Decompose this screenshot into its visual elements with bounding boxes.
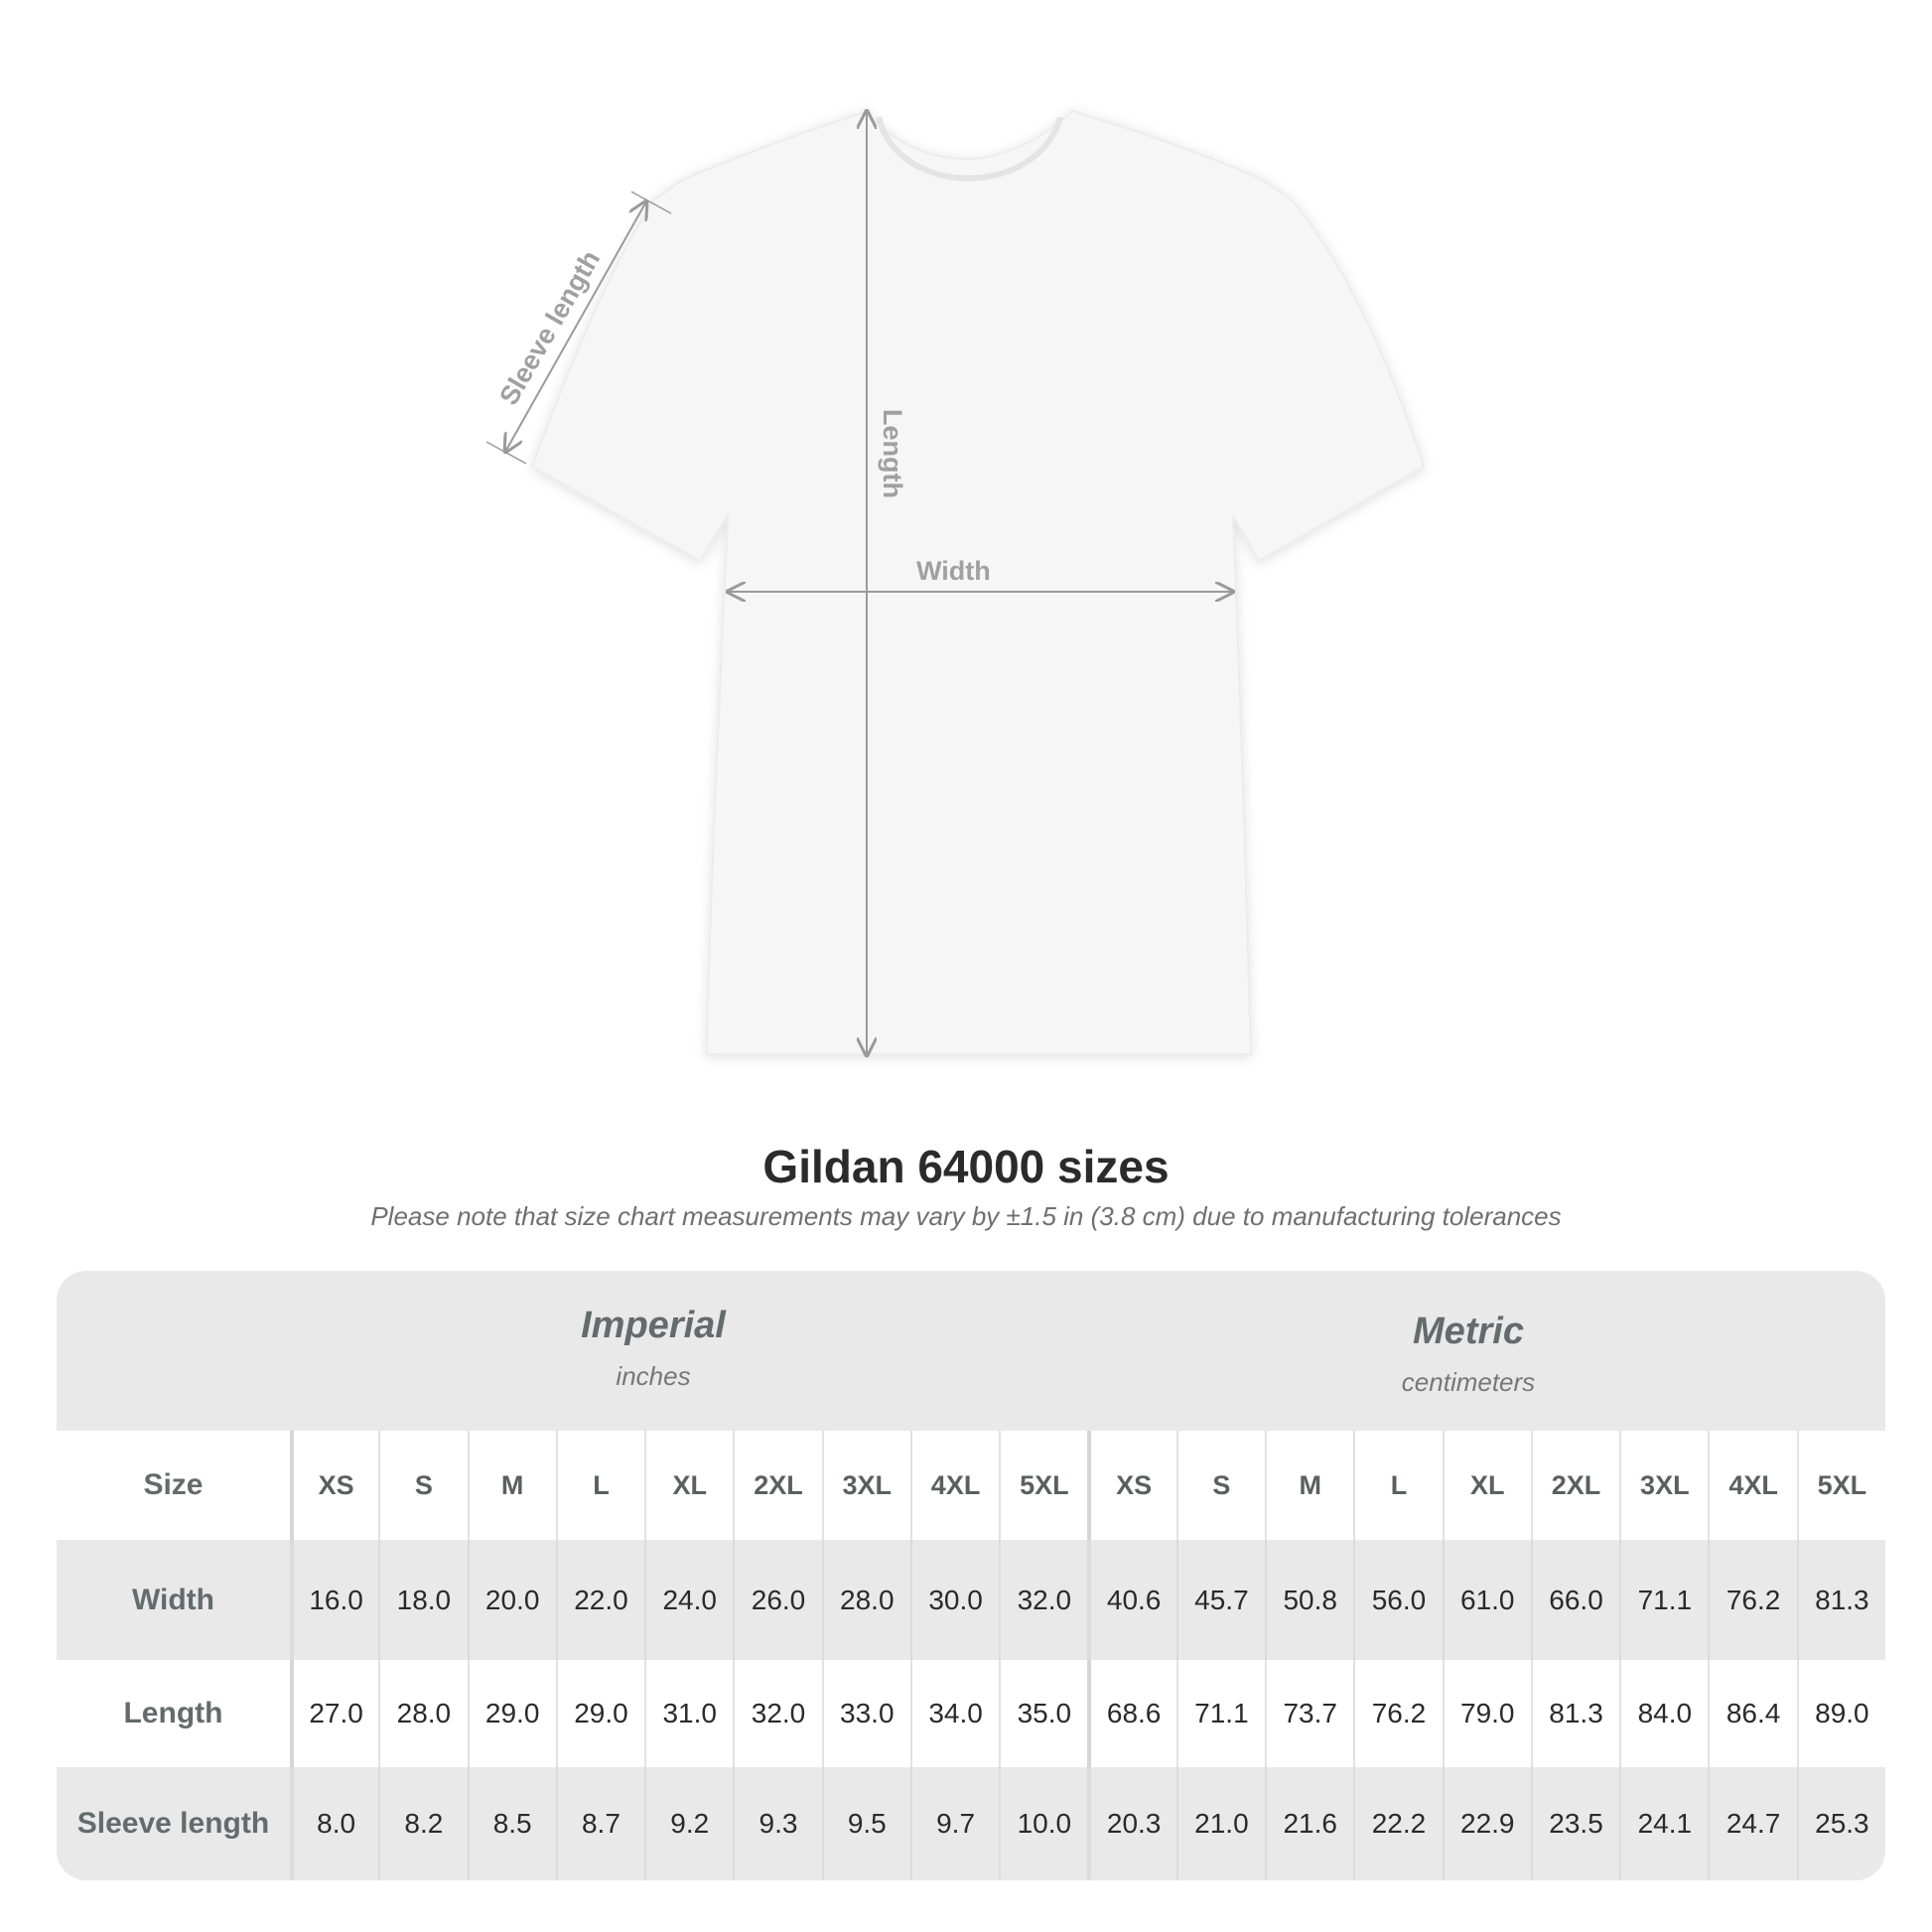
table-cell-metric: 71.1 xyxy=(1619,1540,1708,1660)
size-header-metric: M xyxy=(1265,1431,1353,1540)
row-label: Length xyxy=(123,1697,223,1729)
table-cell-imperial: 27.0 xyxy=(289,1660,378,1767)
table-cell-metric: 79.0 xyxy=(1442,1660,1531,1767)
table-cell-imperial: 29.0 xyxy=(555,1660,644,1767)
size-header-imperial: XS xyxy=(289,1431,378,1540)
table-cell-imperial: 30.0 xyxy=(909,1540,999,1660)
table-cell-metric: 86.4 xyxy=(1708,1660,1796,1767)
size-header-metric: 5XL xyxy=(1796,1431,1885,1540)
size-header-imperial: L xyxy=(555,1431,644,1540)
table-cell-metric: 68.6 xyxy=(1087,1660,1175,1767)
table-cell-metric: 23.5 xyxy=(1530,1767,1619,1880)
table-cell-metric: 22.2 xyxy=(1353,1767,1442,1880)
size-header-imperial: S xyxy=(378,1431,467,1540)
table-cell-metric: 66.0 xyxy=(1530,1540,1619,1660)
table-cell-imperial: 9.2 xyxy=(644,1767,733,1880)
table-cell-imperial: 31.0 xyxy=(644,1660,733,1767)
table-cell-imperial: 9.5 xyxy=(821,1767,910,1880)
table-cell-imperial: 28.0 xyxy=(378,1660,467,1767)
tolerance-note: Please note that size chart measurements… xyxy=(370,1201,1562,1231)
row-label: Sleeve length xyxy=(76,1807,270,1840)
table-cell-imperial: 29.0 xyxy=(467,1660,556,1767)
width-label: Width xyxy=(916,556,991,586)
row-label: Width xyxy=(131,1583,214,1616)
sleeve-arrow xyxy=(505,202,646,452)
size-header-metric: XS xyxy=(1087,1431,1175,1540)
table-row: Sleeve length 8.0 8.2 8.5 8.7 9.2 9.3 9.5 9.7 10.… xyxy=(57,1767,1885,1880)
table-cell-imperial: 8.0 xyxy=(289,1767,378,1880)
table-cell-metric: 81.3 xyxy=(1530,1660,1619,1767)
table-cell-imperial: 33.0 xyxy=(821,1660,910,1767)
table-cell-metric: 40.6 xyxy=(1087,1540,1175,1660)
table-cell-metric: 21.0 xyxy=(1175,1767,1265,1880)
table-cell-metric: 89.0 xyxy=(1796,1660,1885,1767)
table-cell-imperial: 9.3 xyxy=(733,1767,821,1880)
size-header-metric: XL xyxy=(1442,1431,1531,1540)
table-cell-imperial: 8.7 xyxy=(555,1767,644,1880)
table-cell-imperial: 18.0 xyxy=(378,1540,467,1660)
table-cell-imperial: 28.0 xyxy=(821,1540,910,1660)
size-header-metric: 4XL xyxy=(1708,1431,1796,1540)
table-cell-metric: 25.3 xyxy=(1796,1767,1885,1880)
table-cell-imperial: 34.0 xyxy=(909,1660,999,1767)
table-cell-metric: 61.0 xyxy=(1442,1540,1531,1660)
table-cell-metric: 24.7 xyxy=(1708,1767,1796,1880)
table-cell-imperial: 22.0 xyxy=(555,1540,644,1660)
table-cell-metric: 81.3 xyxy=(1796,1540,1885,1660)
size-header-metric: 2XL xyxy=(1530,1431,1619,1540)
table-cell-imperial: 32.0 xyxy=(999,1540,1087,1660)
size-header-row: Size XS S M L XL 2XL 3XL 4XL 5XL XS S M L XL 2XL 3XL 4XL 5… xyxy=(57,1431,1885,1540)
size-header-imperial: XL xyxy=(644,1431,733,1540)
metric-header: Metric centimeters xyxy=(1401,1311,1536,1397)
table-cell-imperial: 32.0 xyxy=(733,1660,821,1767)
size-header-metric: 3XL xyxy=(1619,1431,1708,1540)
table-cell-metric: 50.8 xyxy=(1265,1540,1353,1660)
table-cell-imperial: 35.0 xyxy=(999,1660,1087,1767)
page-title: Gildan 64000 sizes xyxy=(762,1141,1170,1192)
size-header-imperial: M xyxy=(467,1431,556,1540)
table-cell-metric: 76.2 xyxy=(1708,1540,1796,1660)
table-cell-imperial: 10.0 xyxy=(999,1767,1087,1880)
size-header-metric: S xyxy=(1175,1431,1265,1540)
table-cell-imperial: 8.2 xyxy=(378,1767,467,1880)
table-row: Length 27.0 28.0 29.0 29.0 31.0 32.0 33.0 34.0 35… xyxy=(57,1660,1885,1767)
length-label: Length xyxy=(878,409,907,498)
size-header-metric: L xyxy=(1353,1431,1442,1540)
table-cell-imperial: 20.0 xyxy=(467,1540,556,1660)
size-header-imperial: 5XL xyxy=(999,1431,1087,1540)
tshirt-diagram: Sleeve length Length Width xyxy=(485,0,1426,1092)
table-cell-metric: 56.0 xyxy=(1353,1540,1442,1660)
table-cell-metric: 76.2 xyxy=(1353,1660,1442,1767)
units-header: Imperial inches Metric centimeters xyxy=(57,1271,1885,1431)
table-row: Width 16.0 18.0 20.0 22.0 24.0 26.0 28.0 30.0 32.… xyxy=(57,1540,1885,1660)
collar xyxy=(876,116,1063,182)
table-cell-imperial: 26.0 xyxy=(733,1540,821,1660)
size-label: Size xyxy=(143,1468,204,1501)
size-header-imperial: 4XL xyxy=(909,1431,999,1540)
size-header-imperial: 3XL xyxy=(821,1431,910,1540)
table-cell-metric: 71.1 xyxy=(1175,1660,1265,1767)
table-cell-metric: 24.1 xyxy=(1619,1767,1708,1880)
table-cell-metric: 45.7 xyxy=(1175,1540,1265,1660)
size-header-imperial: 2XL xyxy=(733,1431,821,1540)
table-cell-metric: 73.7 xyxy=(1265,1660,1353,1767)
table-cell-imperial: 16.0 xyxy=(289,1540,378,1660)
table-cell-imperial: 9.7 xyxy=(909,1767,999,1880)
table-cell-metric: 84.0 xyxy=(1619,1660,1708,1767)
size-table: Imperial inches Metric centimeters Size X… xyxy=(57,1271,1885,1880)
table-cell-imperial: 8.5 xyxy=(467,1767,556,1880)
table-cell-metric: 21.6 xyxy=(1265,1767,1353,1880)
imperial-header: Imperial inches xyxy=(581,1305,726,1391)
table-cell-metric: 22.9 xyxy=(1442,1767,1531,1880)
table-cell-imperial: 24.0 xyxy=(644,1540,733,1660)
table-cell-metric: 20.3 xyxy=(1087,1767,1175,1880)
